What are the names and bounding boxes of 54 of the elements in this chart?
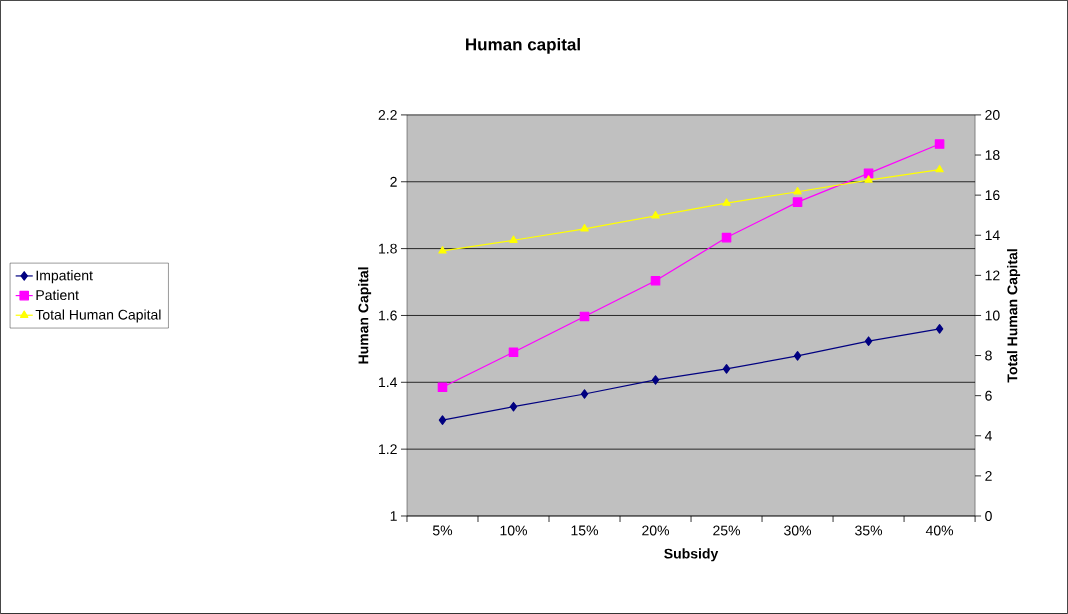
point [580, 389, 589, 399]
legend-label: Total Human Capital [35, 309, 161, 323]
point [437, 382, 448, 393]
y-tick-label: 1.2 [379, 444, 397, 455]
y-tick-label: 1.4 [379, 377, 398, 388]
point [793, 351, 802, 361]
y2-axis-title: Total Human Capital [1007, 249, 1021, 383]
point [793, 186, 802, 195]
y2-tick-label: 6 [985, 390, 992, 401]
x-axis-title: Subsidy [664, 548, 719, 562]
y2-tick-label: 2 [985, 471, 992, 481]
x-tick-label: 40% [925, 525, 954, 536]
point [722, 364, 731, 374]
y2-tick-label: 16 [985, 190, 1000, 201]
y-tick-label: 1 [390, 511, 397, 521]
y-tick-label: 1.8 [379, 243, 397, 254]
x-tick-label: 15% [571, 525, 599, 536]
y2-tick-label: 4 [984, 431, 992, 441]
point [935, 324, 944, 334]
point [509, 235, 518, 243]
y-axis-title: Human Capital [358, 267, 372, 364]
point [438, 415, 447, 425]
point [650, 275, 661, 286]
x-tick-label: 20% [642, 525, 670, 536]
point [934, 139, 945, 149]
point [580, 224, 589, 232]
point [509, 401, 518, 412]
y2-tick-label: 14 [985, 230, 1000, 241]
legend-label: Impatient [36, 270, 93, 284]
y-tick-label: 1.6 [379, 310, 397, 321]
y-tick-label: 2 [390, 176, 397, 187]
point [438, 246, 447, 254]
x-tick-label: 10% [500, 525, 528, 536]
y2-tick-label: 0 [985, 511, 992, 521]
y2-tick-label: 20 [985, 110, 1000, 120]
legend-label: Patient [36, 289, 79, 301]
y2-tick-label: 12 [985, 270, 1000, 281]
x-tick-label: 5% [432, 525, 453, 536]
point [722, 198, 731, 206]
y2-tick-label: 18 [985, 150, 1000, 161]
x-tick-label: 25% [713, 525, 741, 536]
x-tick-label: 35% [855, 525, 883, 536]
y-tick-label: 2.2 [378, 110, 397, 120]
point [508, 347, 519, 358]
point [864, 175, 873, 183]
point [651, 211, 660, 219]
point [651, 375, 660, 385]
y2-tick-label: 10 [985, 310, 1000, 321]
point [935, 164, 944, 173]
point [792, 197, 803, 207]
chart-title: Human capital [466, 38, 580, 54]
y2-tick-label: 8 [985, 350, 992, 361]
x-tick-label: 30% [784, 525, 812, 536]
point [864, 336, 873, 347]
